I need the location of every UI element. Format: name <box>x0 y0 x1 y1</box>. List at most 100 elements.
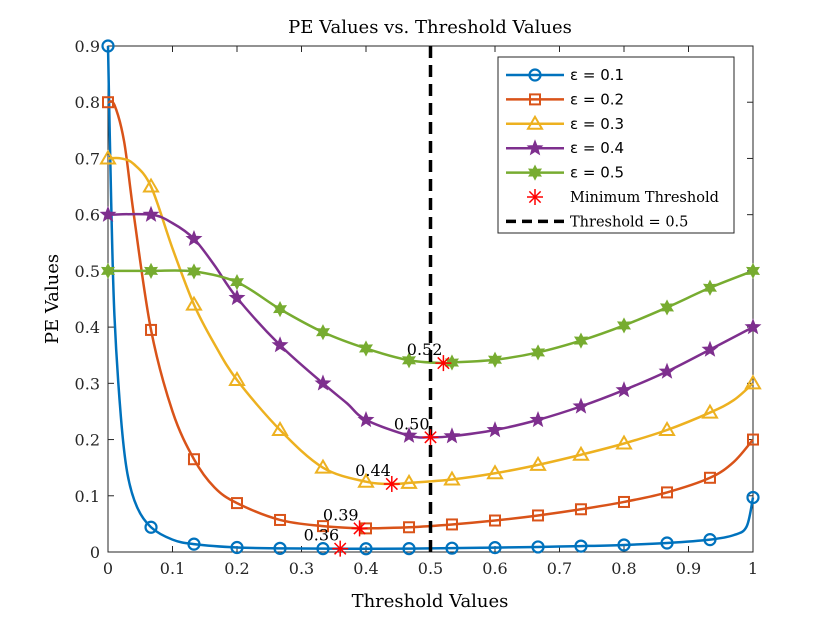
y-tick-label: 0.7 <box>75 149 100 168</box>
data-point <box>703 471 716 484</box>
data-point <box>185 295 203 311</box>
data-point <box>273 301 288 318</box>
data-point <box>145 323 158 336</box>
asterisk-stroke <box>385 477 398 491</box>
y-tick-label: 0.1 <box>75 487 100 506</box>
legend-label: Minimum Threshold <box>570 190 719 206</box>
legend: ε = 0.1 ε = 0.2 ε = 0.3 ε = 0.4 ε = 0.5 Minim… <box>497 56 735 234</box>
data-point <box>142 205 160 222</box>
data-point <box>144 520 158 534</box>
asterisk-stroke <box>528 190 542 204</box>
legend-marker <box>528 68 542 82</box>
data-point <box>746 490 760 505</box>
legend-entry: ε = 0.5 <box>506 164 624 182</box>
data-point <box>187 537 201 551</box>
asterisk-stroke <box>424 431 437 444</box>
legend-label: ε = 0.1 <box>570 66 624 84</box>
legend-box <box>497 56 735 234</box>
data-point <box>615 381 633 398</box>
y-tick-label: 0.4 <box>75 318 100 337</box>
series-1 <box>101 39 760 556</box>
data-point <box>271 421 289 436</box>
data-point <box>744 318 762 335</box>
x-tick-label: 0.4 <box>353 559 378 578</box>
legend-marker <box>526 114 544 130</box>
data-point <box>400 473 418 489</box>
data-point <box>314 374 332 391</box>
data-point <box>574 539 588 553</box>
data-point <box>315 324 330 341</box>
chart-title: PE Values vs. Threshold Values <box>288 17 572 38</box>
legend-label: ε = 0.3 <box>570 115 624 133</box>
legend-marker <box>529 93 541 106</box>
data-point <box>701 403 719 419</box>
data-point <box>316 520 329 533</box>
x-tick-label: 0.8 <box>611 559 636 578</box>
minimum-threshold-label: 0.52 <box>407 340 443 359</box>
data-point <box>101 39 115 53</box>
x-tick-label: 0.7 <box>547 559 572 578</box>
plot-area: 0 0.1 0.2 0.3 0.4 0.5 0.6 0.7 0.8 0.9 1 0 0.1 0.2 0.3 0… <box>75 37 762 578</box>
x-tick-label: 0 <box>103 559 113 578</box>
data-point <box>529 410 547 428</box>
data-point <box>358 340 374 357</box>
data-point <box>357 472 375 488</box>
legend-label: Threshold = 0.5 <box>570 214 688 230</box>
x-tick-label: 1 <box>748 559 758 578</box>
minimum-threshold-marker <box>351 520 368 537</box>
data-point <box>574 503 587 516</box>
minimum-threshold-label: 0.39 <box>323 505 359 524</box>
data-point <box>445 541 459 555</box>
legend-entry: ε = 0.1 <box>506 66 624 84</box>
data-point <box>187 453 200 466</box>
series-line <box>106 45 755 550</box>
minimum-threshold-label: 0.44 <box>355 461 391 480</box>
data-point <box>744 374 762 390</box>
data-point <box>573 332 588 349</box>
legend-label: ε = 0.2 <box>570 90 624 108</box>
data-point <box>230 540 244 555</box>
data-point <box>572 445 590 461</box>
series-3 <box>99 149 762 489</box>
data-point <box>99 149 117 165</box>
legend-marker <box>526 139 544 156</box>
data-point <box>99 205 117 222</box>
minimum-threshold-marker <box>332 540 349 557</box>
legend-label: ε = 0.4 <box>570 139 624 157</box>
data-point <box>144 262 159 279</box>
legend-entry: ε = 0.2 <box>506 90 624 108</box>
data-point <box>661 486 674 499</box>
data-point <box>445 518 458 531</box>
y-tick-label: 0.6 <box>75 206 100 225</box>
data-point <box>142 177 160 193</box>
data-point <box>531 344 546 361</box>
data-point <box>747 433 759 446</box>
data-point <box>487 351 503 368</box>
minimum-threshold-marker <box>422 429 439 446</box>
data-point <box>273 541 287 555</box>
data-point <box>402 542 416 556</box>
legend-marker <box>527 164 543 181</box>
legend-entry: ε = 0.4 <box>506 139 624 157</box>
data-point <box>229 274 245 291</box>
data-point <box>443 470 461 486</box>
legend-marker <box>527 189 543 205</box>
x-tick-label: 0.2 <box>224 559 249 578</box>
data-point <box>359 542 373 556</box>
x-axis-label: Threshold Values <box>352 591 509 612</box>
data-point <box>615 434 633 450</box>
data-point <box>660 299 675 316</box>
data-point <box>186 263 201 280</box>
data-point <box>274 513 287 526</box>
legend-entry: ε = 0.3 <box>506 115 624 133</box>
asterisk-stroke <box>353 522 366 535</box>
data-point <box>271 336 289 353</box>
y-tick-label: 0 <box>90 543 100 562</box>
data-point <box>400 426 418 443</box>
y-tick-label: 0.8 <box>75 93 100 112</box>
data-point <box>532 509 545 522</box>
x-tick-label: 0.3 <box>289 559 314 578</box>
data-point <box>617 538 631 552</box>
data-point <box>403 521 416 534</box>
legend-label: ε = 0.5 <box>570 164 624 182</box>
